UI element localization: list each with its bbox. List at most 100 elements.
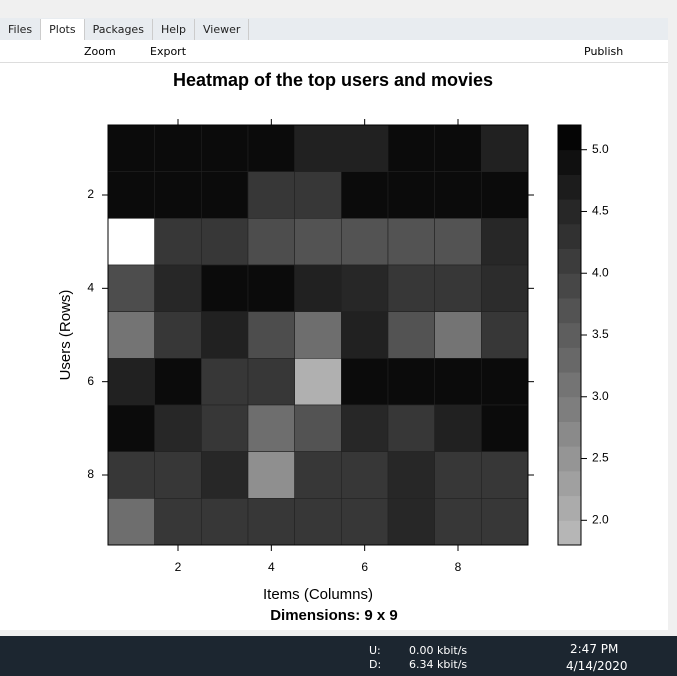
- tab[interactable]: Files: [0, 19, 42, 41]
- tab[interactable]: Help: [153, 19, 196, 41]
- colorbar-step: [558, 223, 581, 250]
- heatmap-cell: [341, 311, 389, 359]
- heatmap-cell: [154, 124, 202, 172]
- heatmap-cell: [107, 124, 155, 172]
- colorbar-step: [558, 520, 581, 546]
- heatmap-cell: [434, 171, 482, 219]
- heatmap-cell: [201, 218, 249, 266]
- heatmap-cell: [201, 404, 249, 452]
- net-label: D:: [369, 658, 382, 671]
- heatmap-cell: [387, 264, 435, 312]
- heatmap-cell: [294, 218, 342, 266]
- colorbar-tick-label: 3.5: [592, 327, 609, 341]
- heatmap-cell: [294, 124, 342, 172]
- colorbar-tick-label: 5.0: [592, 142, 609, 156]
- x-tick-label: 2: [175, 560, 182, 574]
- colorbar-step: [558, 421, 581, 447]
- zoom-button[interactable]: Zoom: [84, 45, 116, 58]
- heatmap-cell: [341, 358, 389, 406]
- heatmap-cell: [201, 311, 249, 359]
- y-tick-label: 8: [87, 467, 94, 481]
- chart: Heatmap of the top users and movies Item…: [57, 70, 609, 624]
- colorbar-step: [558, 470, 581, 497]
- colorbar-step: [558, 149, 581, 175]
- heatmap-cell: [387, 124, 435, 172]
- heatmap-cell: [481, 358, 529, 406]
- colorbar-tick-label: 4.0: [592, 265, 609, 279]
- colorbar-step: [558, 372, 581, 398]
- heatmap-cell: [201, 124, 249, 172]
- y-tick-label: 2: [87, 187, 94, 201]
- heatmap-cell: [387, 311, 435, 359]
- heatmap-cell: [201, 358, 249, 406]
- heatmap-cell: [201, 451, 249, 499]
- heatmap-cell: [247, 498, 295, 546]
- colorbar-step: [558, 248, 581, 274]
- heatmap-cell: [107, 311, 155, 359]
- heatmap-cell: [481, 498, 529, 546]
- colorbar-tick-label: 2.0: [592, 512, 609, 526]
- heatmap-cell: [107, 264, 155, 312]
- heatmap-cell: [107, 358, 155, 406]
- heatmap-cell: [434, 358, 482, 406]
- heatmap-cell: [247, 404, 295, 452]
- plot-frame: [107, 124, 529, 546]
- colorbar-step: [558, 495, 581, 521]
- colorbar-tick-label: 2.5: [592, 451, 609, 465]
- x-tick-label: 4: [268, 560, 275, 574]
- heatmap-cell: [294, 498, 342, 546]
- tab[interactable]: Packages: [85, 19, 153, 41]
- tab[interactable]: Viewer: [195, 19, 250, 41]
- heatmap-cell: [387, 171, 435, 219]
- colorbar-step: [558, 174, 581, 200]
- net-label: U:: [369, 644, 381, 657]
- clock-time[interactable]: 2:47 PM: [570, 642, 619, 656]
- colorbar-step: [558, 396, 581, 422]
- heatmap-cell: [434, 404, 482, 452]
- colorbar-tick-label: 3.0: [592, 389, 609, 403]
- heatmap-cell: [154, 498, 202, 546]
- clock-date[interactable]: 4/14/2020: [566, 659, 628, 673]
- heatmap-cell: [481, 451, 529, 499]
- heatmap-cell: [247, 311, 295, 359]
- heatmap-cell: [154, 264, 202, 312]
- heatmap-cell: [481, 218, 529, 266]
- heatmap-cell: [294, 264, 342, 312]
- publish-button[interactable]: Publish: [584, 45, 624, 58]
- heatmap-cell: [154, 451, 202, 499]
- export-button[interactable]: Export: [150, 45, 187, 58]
- heatmap-cell: [434, 124, 482, 172]
- colorbar-step: [558, 273, 581, 299]
- heatmap-cell: [387, 358, 435, 406]
- tab[interactable]: Plots: [41, 19, 85, 41]
- heatmap-cell: [481, 171, 529, 219]
- heatmap-cell: [434, 264, 482, 312]
- heatmap-cell: [154, 218, 202, 266]
- heatmap-cell: [107, 451, 155, 499]
- tab-bar: Files Plots Packages Help Viewer: [0, 18, 668, 41]
- heatmap-cell: [107, 404, 155, 452]
- colorbar-step: [558, 446, 581, 472]
- heatmap-cell: [154, 311, 202, 359]
- heatmap-cell: [434, 498, 482, 546]
- colorbar-step: [558, 322, 581, 348]
- heatmap-cell: [294, 311, 342, 359]
- heatmap-cell: [387, 218, 435, 266]
- heatmap-cell: [341, 498, 389, 546]
- heatmap-cell: [481, 404, 529, 452]
- heatmap-cell: [341, 124, 389, 172]
- chart-title: Heatmap of the top users and movies: [173, 70, 493, 90]
- colorbar-step: [558, 347, 581, 373]
- heatmap-cell: [247, 218, 295, 266]
- heatmap-cell: [107, 218, 155, 266]
- y-tick-label: 4: [87, 281, 94, 295]
- heatmap-cell: [481, 264, 529, 312]
- net-rate: 6.34 kbit/s: [409, 658, 468, 671]
- heatmap-cell: [294, 451, 342, 499]
- heatmap-cell: [341, 451, 389, 499]
- heatmap-cell: [247, 264, 295, 312]
- heatmap-cell: [294, 404, 342, 452]
- x-tick-label: 6: [361, 560, 368, 574]
- heatmap-cell: [341, 404, 389, 452]
